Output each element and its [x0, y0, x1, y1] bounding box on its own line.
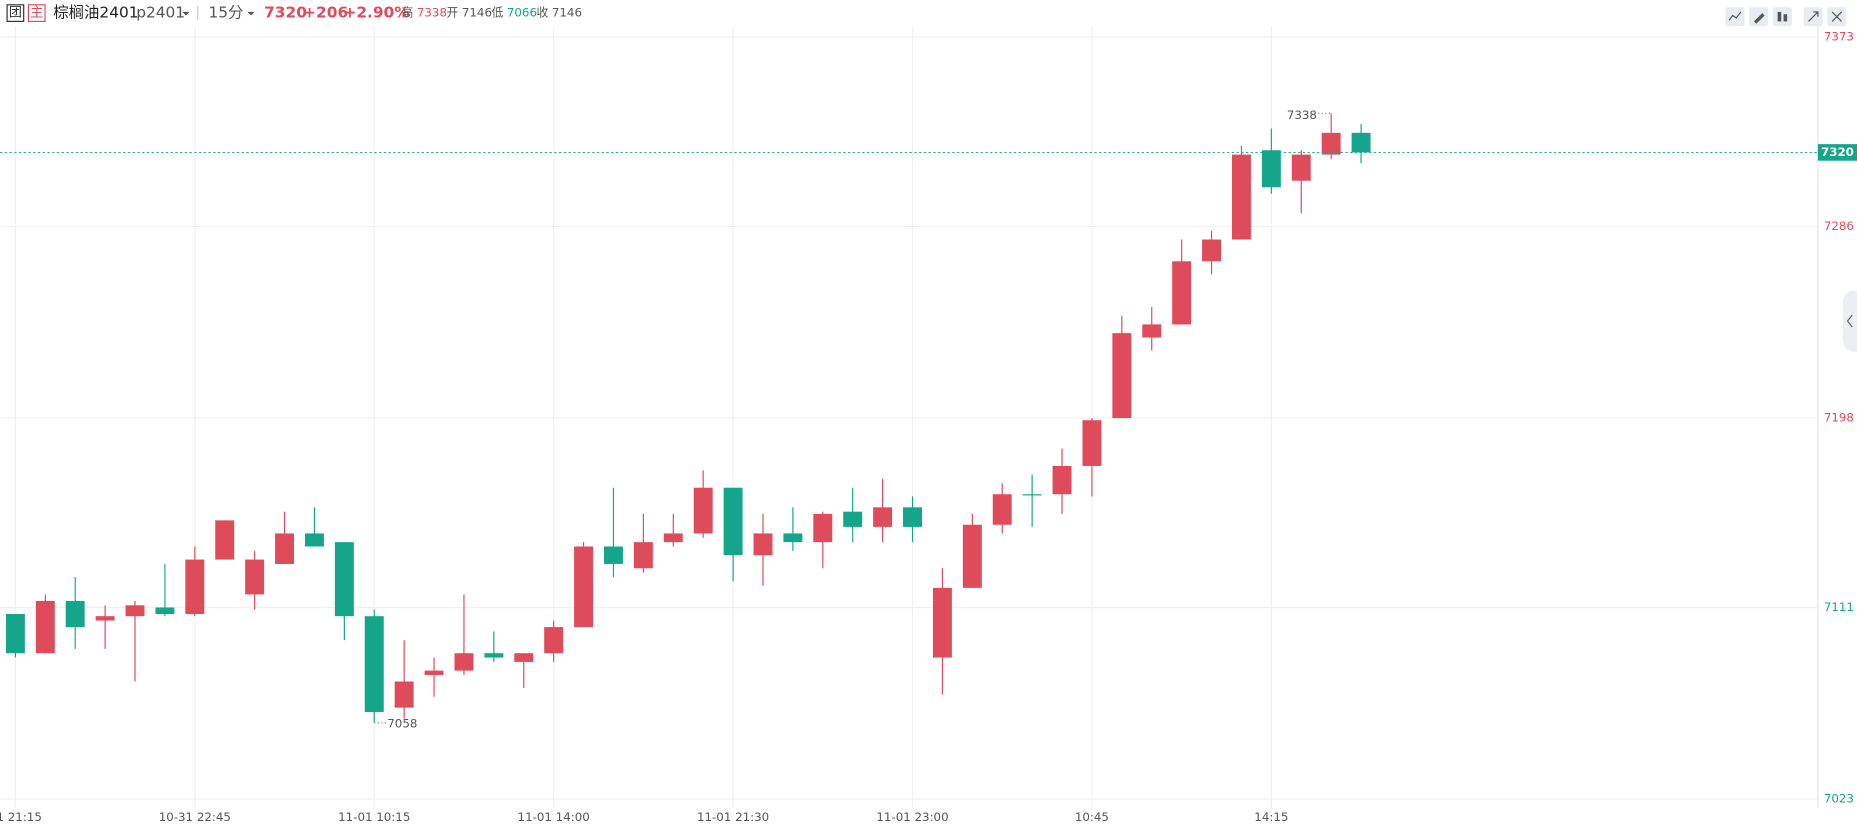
- candle-body: [753, 533, 773, 556]
- candle-body: [813, 513, 833, 543]
- candle-body: [1231, 154, 1251, 240]
- ohlc-value: 7338: [417, 6, 447, 20]
- period[interactable]: 15分: [208, 4, 243, 22]
- dropdown-icon[interactable]: [182, 11, 190, 16]
- candle-body: [603, 546, 623, 564]
- candle-body: [1202, 239, 1222, 262]
- candle-body: [663, 533, 683, 543]
- candle-body: [185, 559, 205, 615]
- low-annotation: 7058: [387, 717, 417, 731]
- candle-body: [454, 653, 474, 671]
- y-tick-label: 7111: [1824, 600, 1854, 614]
- badge: 主: [30, 6, 43, 21]
- candle-body: [783, 533, 803, 543]
- x-tick-label: 11-01 23:00: [876, 810, 948, 824]
- side-tab[interactable]: [1842, 290, 1857, 352]
- candle-body: [95, 616, 115, 621]
- candle-body: [544, 627, 564, 654]
- candle-body: [932, 587, 952, 658]
- y-tick-label: 7373: [1824, 30, 1854, 44]
- candle-body: [1172, 261, 1192, 325]
- symbol-name[interactable]: 棕榈油2401: [53, 4, 138, 22]
- ohlc-label: 收: [536, 6, 548, 20]
- ohlc-value: 7146: [552, 6, 582, 20]
- candle-body: [992, 494, 1012, 525]
- badge: 团: [9, 6, 22, 21]
- toolbar: [1725, 7, 1847, 27]
- candle-body: [514, 653, 534, 662]
- x-tick-label: 10-31 22:45: [159, 810, 231, 824]
- y-tick-label: 7286: [1824, 219, 1854, 233]
- candle-body: [903, 507, 922, 527]
- candle-body: [364, 616, 384, 712]
- candle-body: [304, 533, 324, 547]
- candle-body: [275, 533, 295, 564]
- tool-icon: [1831, 11, 1843, 22]
- change-pct: +2.90%: [343, 4, 409, 22]
- tool-icon: [1753, 13, 1765, 24]
- dropdown-icon[interactable]: [247, 11, 255, 16]
- x-tick-label: 31 21:15: [0, 810, 42, 824]
- candle-body: [5, 614, 25, 654]
- ohlc-label: 高: [401, 6, 413, 20]
- candle-body: [1052, 465, 1072, 495]
- candle-body: [424, 670, 444, 675]
- candle-body: [1261, 150, 1281, 188]
- candle-body: [1112, 333, 1132, 419]
- candle-body: [1022, 494, 1042, 496]
- x-tick-label: 14:15: [1254, 810, 1288, 824]
- candle-body: [155, 607, 175, 615]
- y-tick-label: 7198: [1824, 411, 1854, 425]
- candle-body: [1351, 132, 1371, 153]
- candle-body: [65, 600, 85, 628]
- symbol-code[interactable]: p2401: [136, 4, 185, 22]
- candle-body: [574, 546, 594, 628]
- badge-box: [6, 4, 25, 22]
- ohlc-value: 7146: [462, 6, 492, 20]
- candle-body: [394, 681, 414, 708]
- candle-body: [484, 653, 504, 658]
- y-tick-label: 7023: [1824, 792, 1854, 806]
- candle-body: [1321, 132, 1341, 155]
- candle-body: [35, 600, 55, 654]
- candle-body: [962, 524, 982, 588]
- high-annotation: 7338: [1287, 108, 1317, 122]
- change: +206: [303, 4, 348, 22]
- candle-body: [215, 520, 235, 560]
- last-price: 7320: [264, 4, 307, 22]
- candle-body: [125, 605, 145, 617]
- ohlc-label: 开: [446, 6, 458, 20]
- candle-body: [723, 487, 743, 556]
- tool-button[interactable]: [1772, 7, 1792, 27]
- side-tab-icon: [1846, 314, 1853, 328]
- candle-body: [1291, 154, 1311, 181]
- tool-icon: [1783, 14, 1788, 22]
- candle-body: [1082, 420, 1102, 466]
- ohlc-value: 7066: [507, 6, 537, 20]
- candle-body: [873, 507, 893, 527]
- last-price-box: [1817, 144, 1857, 161]
- badge-box: [27, 4, 46, 22]
- x-tick-label: 10:45: [1075, 810, 1109, 824]
- candle-body: [1142, 324, 1162, 338]
- candle-body: [843, 511, 863, 527]
- tool-icon: [1728, 11, 1742, 21]
- tool-icon: [1808, 11, 1819, 22]
- tool-icon: [1777, 11, 1782, 22]
- candle-body: [334, 542, 354, 617]
- plot: 7373 7286 7198 7111 7023 31 21:15 10-31 22:45 1…: [0, 26, 1857, 824]
- x-tick-label: 11-01 10:15: [338, 810, 410, 824]
- header: 团 主 棕榈油2401 p2401 15分 7320 +206 +2.90% 高…: [6, 4, 582, 22]
- candle-body: [633, 542, 653, 569]
- candle-body: [245, 559, 265, 595]
- last-price-label: 7320: [1821, 145, 1854, 159]
- x-tick-label: 11-01 14:00: [518, 810, 590, 824]
- candle-body: [693, 487, 713, 534]
- ohlc-label: 低: [491, 6, 503, 20]
- x-tick-label: 11-01 21:30: [697, 810, 769, 824]
